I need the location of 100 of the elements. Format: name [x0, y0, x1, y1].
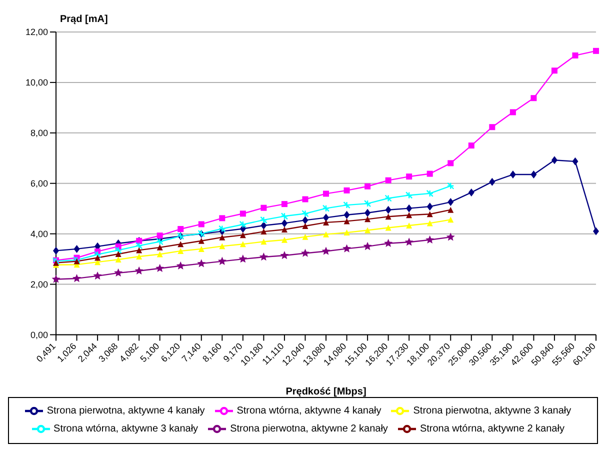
point	[364, 208, 371, 217]
point	[240, 241, 246, 248]
point	[344, 218, 350, 224]
point	[489, 124, 496, 130]
point	[363, 242, 372, 250]
point	[198, 221, 204, 228]
point	[510, 170, 516, 179]
point	[344, 187, 350, 194]
point	[197, 259, 206, 268]
point	[426, 211, 433, 218]
point	[260, 204, 267, 211]
point	[178, 241, 184, 248]
point	[219, 234, 226, 240]
point	[156, 264, 164, 272]
point	[510, 109, 516, 116]
point	[323, 219, 329, 226]
point	[218, 256, 226, 265]
point	[406, 212, 412, 218]
point	[385, 224, 392, 231]
x-axis-title: Prędkość [Mbps]	[286, 386, 366, 398]
point	[240, 224, 246, 233]
point	[281, 201, 288, 208]
point	[302, 234, 308, 240]
point	[260, 216, 268, 224]
point	[156, 232, 163, 239]
legend-label: Strona wtórna, aktywne 2 kanały	[420, 424, 564, 435]
point	[240, 210, 246, 217]
point	[115, 256, 122, 263]
point	[323, 231, 329, 238]
y-tick-label: 0,00	[30, 330, 48, 340]
point	[302, 196, 308, 202]
point	[385, 177, 392, 184]
point	[114, 268, 123, 277]
point	[344, 230, 350, 236]
point	[300, 248, 310, 257]
point	[219, 243, 226, 250]
point	[156, 244, 163, 250]
point	[593, 227, 599, 236]
point	[364, 200, 372, 208]
point	[448, 216, 454, 223]
point	[426, 202, 433, 211]
legend-label: Strona pierwotna, aktywne 2 kanały	[230, 424, 388, 435]
point	[52, 274, 60, 283]
point	[260, 228, 267, 235]
legend-label: Strona wtórna, aktywne 3 kanały	[54, 424, 198, 435]
point	[530, 170, 537, 179]
point	[426, 220, 433, 226]
point	[219, 215, 226, 222]
point	[322, 246, 330, 255]
point	[448, 206, 454, 213]
point	[72, 274, 82, 282]
point	[94, 250, 102, 258]
point	[426, 170, 433, 177]
point	[178, 226, 184, 232]
point	[260, 238, 267, 245]
point	[281, 219, 288, 228]
y-tick-label: 6,00	[30, 178, 48, 189]
point	[93, 271, 102, 280]
point	[239, 220, 247, 228]
point	[468, 142, 474, 149]
point	[156, 238, 164, 246]
point	[176, 261, 185, 270]
point	[404, 238, 414, 246]
point	[342, 244, 352, 252]
point	[323, 214, 329, 222]
point	[135, 242, 143, 250]
point	[53, 246, 59, 255]
point	[551, 156, 558, 164]
point	[323, 190, 329, 197]
point	[156, 251, 163, 258]
point	[405, 192, 413, 199]
point	[406, 174, 412, 180]
point	[551, 68, 558, 74]
point	[593, 48, 599, 54]
point	[489, 178, 496, 186]
point	[218, 225, 226, 232]
point	[364, 216, 371, 222]
point	[74, 244, 80, 253]
point	[448, 198, 454, 206]
point	[114, 246, 122, 254]
point	[385, 214, 392, 220]
point	[530, 95, 537, 102]
legend-label: Strona wtórna, aktywne 4 kanały	[236, 405, 382, 416]
legend-label: Strona pierwotna, aktywne 3 kanały	[413, 405, 572, 416]
point	[136, 247, 142, 254]
point	[302, 210, 309, 218]
point	[94, 254, 101, 261]
point	[426, 235, 434, 244]
point	[302, 216, 308, 224]
point	[572, 157, 578, 166]
point	[572, 52, 578, 58]
point	[302, 222, 308, 229]
point	[259, 252, 268, 261]
point	[198, 246, 204, 252]
point	[281, 236, 288, 243]
point	[384, 238, 393, 248]
point	[406, 204, 412, 212]
legend-label: Strona pierwotna, aktywne 4 kanały	[46, 405, 205, 416]
point	[178, 248, 184, 254]
y-tick-label: 4,00	[30, 229, 48, 240]
